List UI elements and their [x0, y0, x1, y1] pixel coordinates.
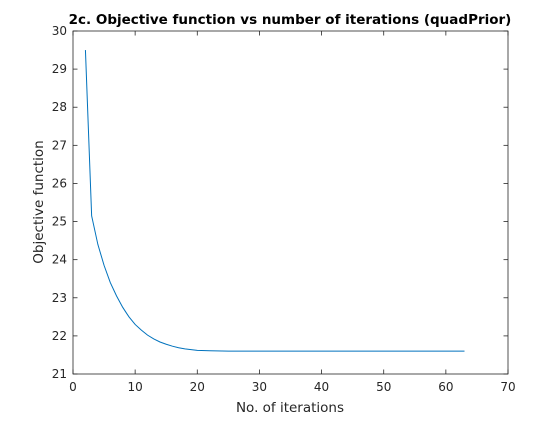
axes-box [72, 30, 509, 375]
y-tick-label: 21 [52, 367, 67, 381]
y-tick-label: 27 [52, 138, 67, 152]
y-tick-label: 23 [52, 291, 67, 305]
y-tick-label: 22 [52, 329, 67, 343]
y-tick-label: 25 [52, 215, 67, 229]
x-tick-label: 50 [376, 380, 391, 394]
y-tick-label: 28 [52, 100, 67, 114]
x-tick-label: 20 [190, 380, 205, 394]
x-tick-label: 30 [252, 380, 267, 394]
chart-title: 2c. Objective function vs number of iter… [69, 12, 512, 28]
y-tick-label: 30 [52, 24, 67, 38]
y-tick-label: 29 [52, 62, 67, 76]
y-tick-label: 26 [52, 176, 67, 190]
x-tick-label: 70 [500, 380, 515, 394]
y-axis-label: Objective function [31, 140, 47, 263]
x-tick-label: 60 [438, 380, 453, 394]
x-tick-label: 40 [314, 380, 329, 394]
ticks: 0 10 20 30 40 50 60 70 21 22 23 24 25 26 27 28 29 30 [52, 24, 516, 394]
x-tick-label: 0 [69, 380, 77, 394]
x-tick-label: 10 [128, 380, 143, 394]
plot-area [73, 31, 508, 374]
y-tick-label: 24 [52, 253, 67, 267]
series-line [84, 50, 465, 352]
x-axis-label: No. of iterations [236, 400, 344, 416]
